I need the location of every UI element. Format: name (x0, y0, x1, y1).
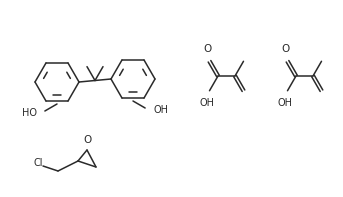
Text: Cl: Cl (33, 158, 43, 168)
Text: O: O (83, 135, 91, 145)
Text: OH: OH (153, 105, 168, 115)
Text: O: O (203, 44, 212, 54)
Text: O: O (281, 44, 289, 54)
Text: OH: OH (278, 98, 293, 108)
Text: OH: OH (200, 98, 215, 108)
Text: HO: HO (22, 108, 37, 118)
